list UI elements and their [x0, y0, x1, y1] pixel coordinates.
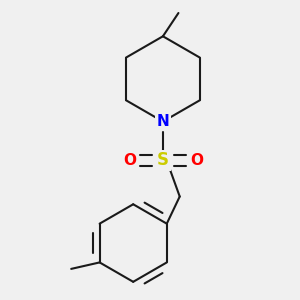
Text: O: O — [123, 153, 136, 168]
Text: S: S — [157, 151, 169, 169]
Text: O: O — [190, 153, 203, 168]
Text: N: N — [157, 114, 169, 129]
